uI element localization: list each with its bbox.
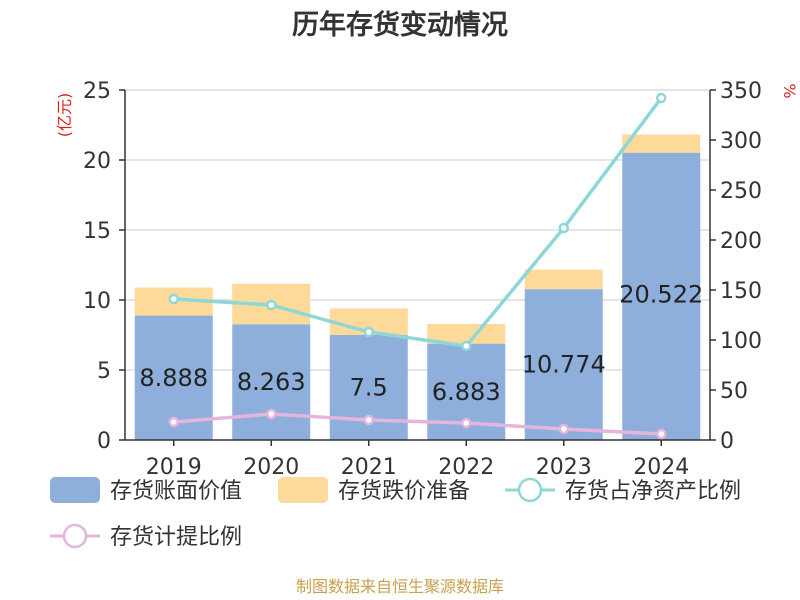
legend-swatch <box>50 477 100 503</box>
series-line <box>173 96 663 348</box>
right-axis-tick-label: 0 <box>720 429 734 454</box>
bars <box>134 134 701 440</box>
right-axis-tick-label: 200 <box>720 229 762 254</box>
line-point <box>266 408 277 420</box>
bar-data-label: 10.774 <box>522 351 606 379</box>
bar-book-value <box>524 289 603 440</box>
left-axis-tick-label: 15 <box>83 219 111 244</box>
left-axis-tick-label: 25 <box>83 79 111 104</box>
line-point <box>168 293 179 305</box>
x-axis-tick-label: 2021 <box>341 455 397 480</box>
source-footer: 制图数据来自恒生聚源数据库 <box>296 577 504 596</box>
line-point <box>558 222 569 234</box>
line-point <box>461 417 472 429</box>
bar-impairment-provision <box>524 269 603 290</box>
line-point <box>656 92 667 104</box>
right-axis-tick-label: 250 <box>720 179 762 204</box>
legend-label: 存货占净资产比例 <box>565 479 741 504</box>
legend-label: 存货计提比例 <box>110 525 242 550</box>
line-point <box>461 340 472 352</box>
series-line <box>173 412 662 436</box>
line-point <box>266 299 277 311</box>
series-lines <box>168 92 667 440</box>
bar-book-value <box>232 324 311 440</box>
left-axis-label: (亿元) <box>55 93 74 138</box>
legend-swatch-marker <box>62 523 88 549</box>
legend-swatch-marker <box>517 477 543 503</box>
right-axis-label: % <box>780 83 799 98</box>
right-axis-tick-label: 50 <box>720 379 748 404</box>
data-labels: 8.888 8.263 7.5 6.883 10.774 20.522 <box>139 281 703 406</box>
left-axis-tick-label: 20 <box>83 149 111 174</box>
right-axis-tick-label: 350 <box>720 79 762 104</box>
line-point <box>363 326 374 338</box>
x-axis-tick-label: 2023 <box>536 455 592 480</box>
left-axis-tick-label: 0 <box>97 429 111 454</box>
x-axis-tick-label: 2022 <box>438 455 494 480</box>
legend-label: 存货账面价值 <box>110 479 242 504</box>
right-axis-tick-label: 100 <box>720 329 762 354</box>
line-point <box>558 423 569 435</box>
right-axis-tick-label: 150 <box>720 279 762 304</box>
line-point <box>363 414 374 426</box>
right-axis-tick-label: 300 <box>720 129 762 154</box>
line-point <box>168 416 179 428</box>
gridlines <box>125 89 710 371</box>
legend-swatch <box>278 477 328 503</box>
left-axis-tick-label: 5 <box>97 359 111 384</box>
x-axis-tick-label: 2019 <box>146 455 202 480</box>
bar-impairment-provision <box>427 324 506 344</box>
chart-title: 历年存货变动情况 <box>292 9 508 41</box>
legend-label: 存货跌价准备 <box>338 479 470 504</box>
left-axis-tick-label: 10 <box>83 289 111 314</box>
x-axis-tick-label: 2020 <box>243 455 299 480</box>
bar-data-label: 8.263 <box>237 368 306 396</box>
bar-impairment-provision <box>622 134 701 153</box>
x-axis-tick-label: 2024 <box>633 455 689 480</box>
bar-data-label: 6.883 <box>432 378 501 406</box>
bar-data-label: 8.888 <box>139 364 208 392</box>
bar-data-label: 20.522 <box>619 281 703 309</box>
line-point <box>656 428 667 440</box>
bar-data-label: 7.5 <box>350 374 388 402</box>
bar-book-value <box>622 152 701 440</box>
